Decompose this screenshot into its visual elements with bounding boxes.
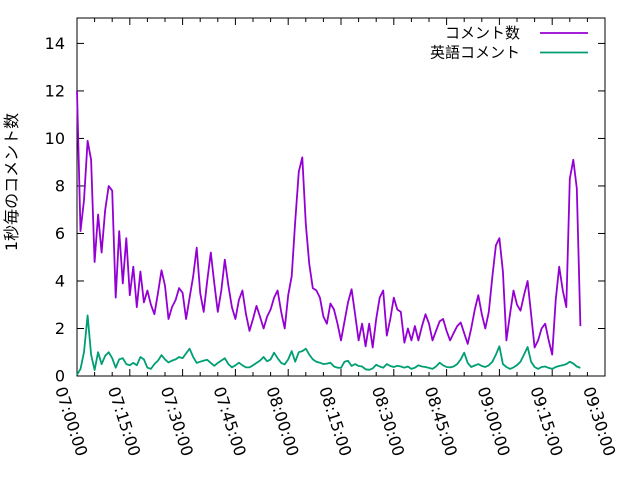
y-tick-label: 4 xyxy=(55,271,65,290)
series-line-1 xyxy=(76,314,581,376)
y-tick-label: 8 xyxy=(55,176,65,195)
y-tick-label: 6 xyxy=(55,224,65,243)
legend-label-0: コメント数 xyxy=(445,24,520,42)
x-tick-label: 08:15:00 xyxy=(315,384,355,458)
y-tick-label: 0 xyxy=(55,367,65,386)
x-tick-label: 07:15:00 xyxy=(104,384,144,458)
x-axis-ticks: 07:00:00 07:15:00 07:30:00 07:45:00 08:00:00… xyxy=(51,18,619,459)
legend-label-1: 英語コメント xyxy=(430,44,520,62)
series-line-0 xyxy=(76,90,582,356)
y-tick-label: 2 xyxy=(55,319,65,338)
x-tick-label: 08:45:00 xyxy=(421,384,461,458)
x-tick-label: 09:30:00 xyxy=(579,384,619,458)
y-axis-title: 1秒毎のコメント数 xyxy=(2,113,21,251)
x-tick-label: 09:00:00 xyxy=(474,384,514,458)
y-tick-label: 14 xyxy=(45,34,65,53)
y-tick-label: 12 xyxy=(45,81,65,100)
x-tick-label: 07:45:00 xyxy=(210,384,250,458)
series-lines xyxy=(76,90,582,376)
x-tick-label: 07:00:00 xyxy=(51,384,91,458)
x-tick-label: 08:00:00 xyxy=(262,384,302,458)
plot-border xyxy=(76,17,606,377)
y-tick-label: 10 xyxy=(45,129,65,148)
x-tick-label: 08:30:00 xyxy=(368,384,408,458)
x-tick-label: 09:15:00 xyxy=(526,384,566,458)
x-tick-label: 07:30:00 xyxy=(157,384,197,458)
y-axis-ticks: 0 2 4 6 8 10 12 14 xyxy=(45,34,605,386)
